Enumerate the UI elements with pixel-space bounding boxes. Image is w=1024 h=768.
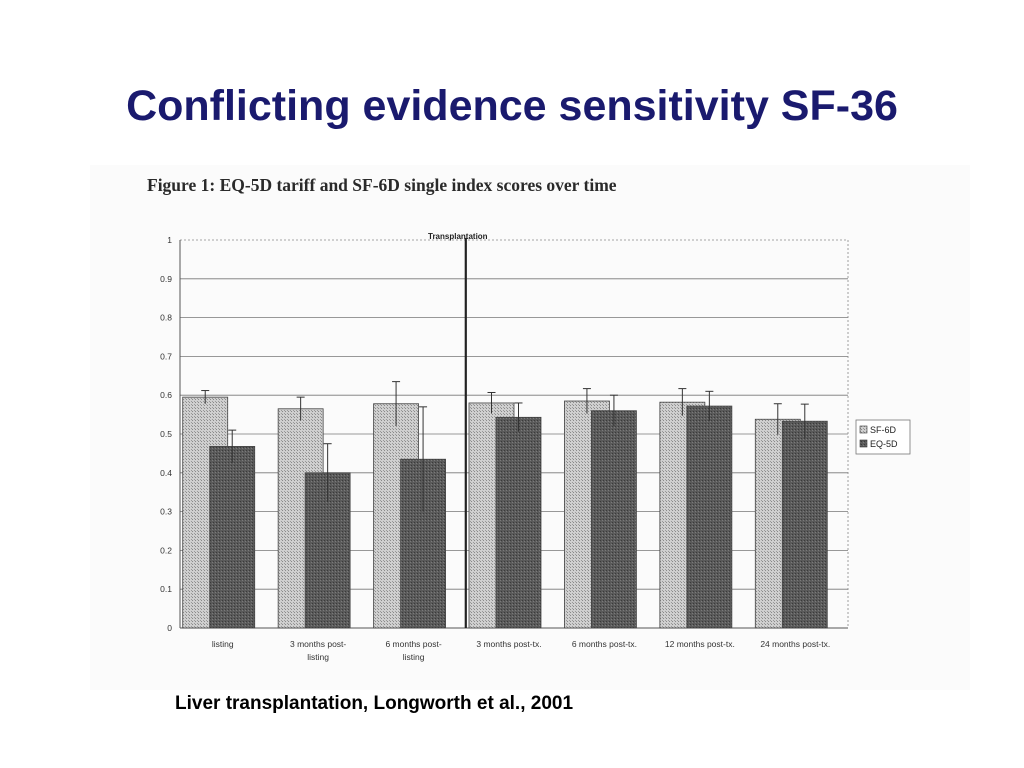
bar-eq-5d bbox=[781, 420, 828, 629]
y-tick-label: 0.5 bbox=[160, 429, 172, 439]
x-category-label: 24 months post-tx. bbox=[760, 639, 830, 649]
figure-caption: Figure 1: EQ-5D tariff and SF-6D single … bbox=[147, 175, 617, 195]
bar-eq-5d bbox=[686, 405, 733, 629]
bar-eq-5d bbox=[209, 446, 256, 629]
transplantation-label: Transplantation bbox=[428, 232, 488, 241]
y-tick-label: 0.7 bbox=[160, 351, 172, 361]
y-tick-label: 1 bbox=[167, 235, 172, 245]
x-category-label: 6 months post- bbox=[385, 639, 441, 649]
legend-swatch bbox=[859, 439, 868, 448]
x-category-label: listing bbox=[403, 652, 425, 662]
x-category-label: 3 months post- bbox=[290, 639, 346, 649]
slide-title: Conflicting evidence sensitivity SF-36 bbox=[126, 82, 898, 130]
bar-eq-5d bbox=[591, 410, 637, 629]
x-category-label: listing bbox=[212, 639, 234, 649]
x-category-label: listing bbox=[307, 652, 329, 662]
legend-swatch bbox=[859, 425, 868, 434]
legend-label: SF-6D bbox=[870, 425, 897, 435]
x-category-label: 3 months post-tx. bbox=[476, 639, 541, 649]
y-tick-label: 0.1 bbox=[160, 584, 172, 594]
footer-citation: Liver transplantation, Longworth et al.,… bbox=[175, 693, 574, 714]
x-category-label: 6 months post-tx. bbox=[572, 639, 637, 649]
y-tick-label: 0 bbox=[167, 623, 172, 633]
y-tick-label: 0.6 bbox=[160, 390, 172, 400]
y-tick-label: 0.3 bbox=[160, 507, 172, 517]
bar-eq-5d bbox=[495, 416, 542, 629]
y-tick-label: 0.2 bbox=[160, 545, 172, 555]
legend-box bbox=[855, 419, 911, 455]
y-tick-label: 0.4 bbox=[160, 468, 172, 478]
y-tick-label: 0.9 bbox=[160, 274, 172, 284]
legend-label: EQ-5D bbox=[870, 439, 898, 449]
y-tick-label: 0.8 bbox=[160, 313, 172, 323]
x-category-label: 12 months post-tx. bbox=[665, 639, 735, 649]
